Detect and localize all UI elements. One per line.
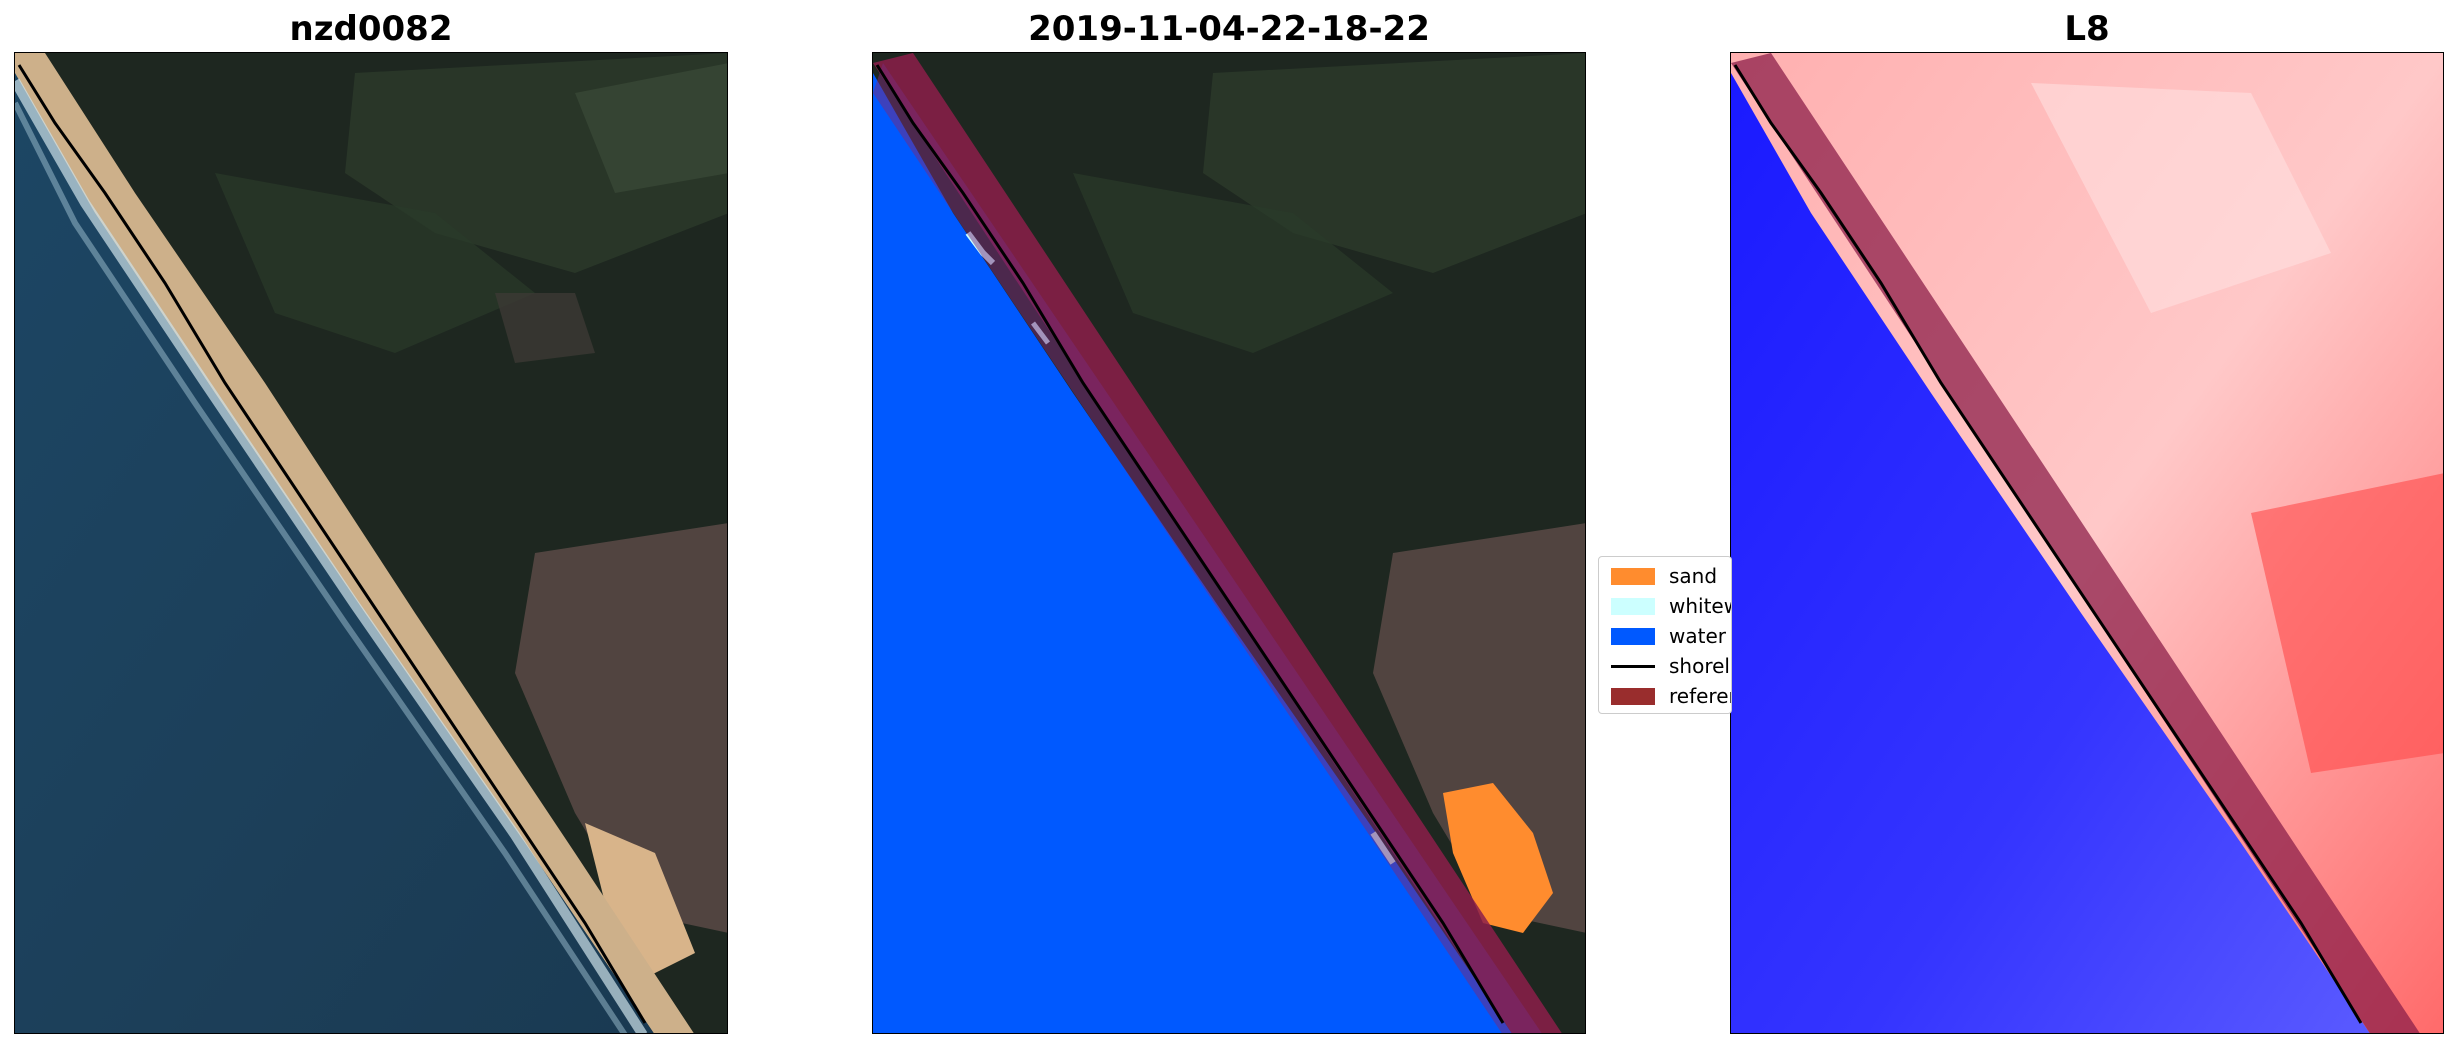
sand-swatch: [1611, 568, 1655, 585]
legend-item-reference: referen: [1605, 683, 1731, 709]
legend-label-sand: sand: [1669, 564, 1718, 588]
legend-item-sand: sand: [1605, 563, 1731, 589]
satellite-rgb-image: [15, 53, 727, 1033]
water-swatch: [1611, 628, 1655, 645]
legend-item-shoreline: shorel: [1605, 653, 1731, 679]
legend-label-water: water: [1669, 624, 1726, 648]
legend-item-water: water: [1605, 623, 1731, 649]
water-index-image: [1731, 53, 2443, 1033]
shoreline-line-swatch: [1611, 665, 1655, 668]
whitewater-swatch: [1611, 598, 1655, 615]
classified-image-panel: [872, 52, 1586, 1034]
panel-title-1: nzd0082: [289, 9, 453, 49]
classification-map-image: [873, 53, 1585, 1033]
rgb-image-panel: [14, 52, 728, 1034]
legend-label-shoreline: shorel: [1669, 654, 1730, 678]
legend-label-reference: referen: [1669, 684, 1731, 708]
reference-swatch: [1611, 688, 1655, 705]
panel-title-2: 2019-11-04-22-18-22: [1028, 9, 1430, 49]
index-image-panel: [1730, 52, 2444, 1034]
panel-title-3: L8: [2064, 9, 2110, 49]
